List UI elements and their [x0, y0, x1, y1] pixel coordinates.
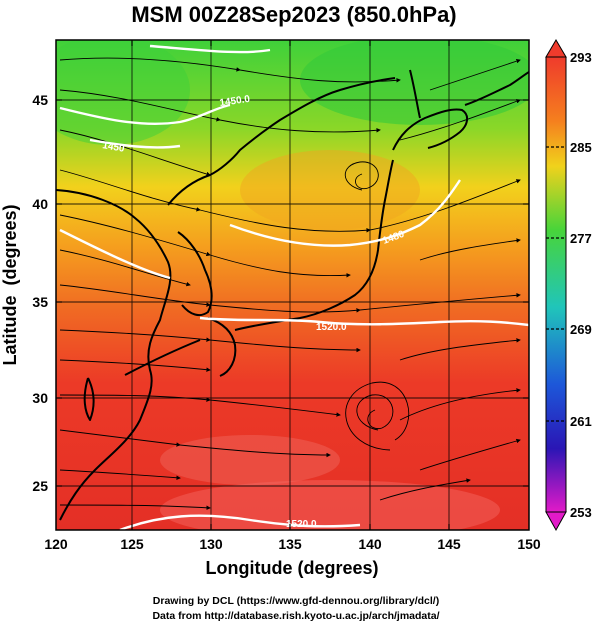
streamline: [379, 478, 471, 501]
height-contours: [59, 44, 529, 530]
credits: Drawing by DCL (https://www.gfd-dennou.o…: [152, 595, 439, 622]
y-axis-label: Latitude (degrees): [0, 204, 20, 365]
x-tick-label: 135: [278, 536, 302, 552]
contour-label: 1450: [101, 140, 125, 155]
x-tick-label: 150: [517, 536, 541, 552]
cool-patch: [56, 40, 190, 145]
credit-line-2: Data from http://database.rish.kyoto-u.a…: [152, 610, 439, 622]
warm-patch: [160, 435, 340, 485]
coastline-hokkaido: [392, 108, 468, 151]
y-tick-label: 25: [32, 478, 48, 494]
y-axis: 45 40 35 30 25 Latitude (degrees): [0, 92, 529, 494]
coastline-ryukyu: [124, 339, 201, 376]
streamline: [59, 57, 241, 72]
streamline: [59, 504, 211, 511]
streamline: [399, 338, 521, 361]
streamline: [199, 209, 371, 233]
streamline: [209, 339, 361, 353]
streamline: [59, 394, 211, 402]
streamline: [59, 469, 181, 480]
colorbar-tick-label: 269: [570, 322, 592, 337]
coastline-korean-peninsula: [177, 231, 213, 317]
streamline: [59, 214, 211, 257]
contour-line: [89, 138, 181, 149]
map-panel: 1450.0 1450 1480 1520.0 1520.0: [56, 40, 529, 530]
contour-label: 1520.0: [316, 322, 347, 333]
streamline: [369, 179, 521, 231]
contour-line: [229, 179, 461, 247]
streamline: [429, 59, 521, 91]
streamline: [59, 89, 221, 122]
streamline: [399, 388, 521, 421]
streamline: [59, 329, 211, 342]
coastline-sakhalin: [409, 69, 421, 119]
colorbar-tick-label: 261: [570, 414, 592, 429]
y-tick-label: 40: [32, 196, 48, 212]
streamline: [179, 444, 331, 458]
colorbar-tick-label: 285: [570, 140, 592, 155]
streamline: [209, 254, 351, 278]
map-frame: [55, 39, 530, 531]
contour-line: [59, 103, 231, 125]
contour-line: [199, 316, 529, 327]
colorbar-top-arrow: [545, 39, 567, 58]
x-tick-label: 140: [358, 536, 382, 552]
contour-label: 1520.0: [286, 519, 317, 530]
coastline-taiwan: [83, 377, 95, 421]
streamline: [59, 169, 201, 212]
x-tick-label: 120: [44, 536, 68, 552]
swirl-south-outer: [345, 381, 410, 451]
colorbar-tick-label: 277: [570, 231, 592, 246]
streamline: [59, 129, 211, 177]
streamline: [419, 238, 521, 261]
streamline: [359, 293, 521, 311]
contour-line: [119, 514, 361, 530]
streamline: [219, 119, 381, 133]
warm-patch: [160, 480, 500, 530]
cyclone-swirls: [344, 161, 410, 451]
x-tick-label: 145: [437, 536, 461, 552]
contour-label: 1450.0: [219, 94, 251, 109]
colorbar-tick-label: 293: [570, 50, 592, 65]
mid-patch: [240, 150, 420, 230]
colorbar-body: [545, 56, 567, 513]
coastline-kyushu: [207, 317, 237, 377]
colorbar-bottom-arrow: [545, 511, 567, 532]
y-tick-label: 45: [32, 92, 48, 108]
x-axis-label: Longitude (degrees): [205, 558, 378, 578]
x-tick-label: 130: [199, 536, 223, 552]
swirl-south: [356, 394, 394, 431]
streamline: [209, 399, 341, 417]
swirl-north: [344, 161, 379, 191]
colorbar: 293 285 277 269 261 253: [545, 39, 592, 532]
streamline: [59, 429, 181, 447]
coastline-asia-mainland: [56, 189, 172, 521]
streamline: [59, 284, 211, 307]
streamline: [399, 99, 521, 141]
cool-patch: [300, 40, 529, 125]
contour-line: [149, 44, 271, 54]
x-tick-label: 125: [120, 536, 144, 552]
streamline: [419, 438, 521, 471]
credit-line-1: Drawing by DCL (https://www.gfd-dennou.o…: [153, 595, 439, 607]
contour-line: [59, 228, 171, 280]
streamlines: [59, 57, 521, 511]
streamline: [209, 304, 361, 313]
x-axis: 120 125 130 135 140 145 150 Longitude (d…: [44, 40, 541, 578]
streamline: [59, 359, 211, 372]
y-tick-label: 35: [32, 294, 48, 310]
streamline: [59, 249, 191, 287]
streamline: [239, 69, 401, 83]
chart-title: MSM 00Z28Sep2023 (850.0hPa): [131, 2, 456, 27]
coastline-kurils: [464, 71, 529, 106]
y-tick-label: 30: [32, 390, 48, 406]
colorbar-tick-label: 253: [570, 505, 592, 520]
